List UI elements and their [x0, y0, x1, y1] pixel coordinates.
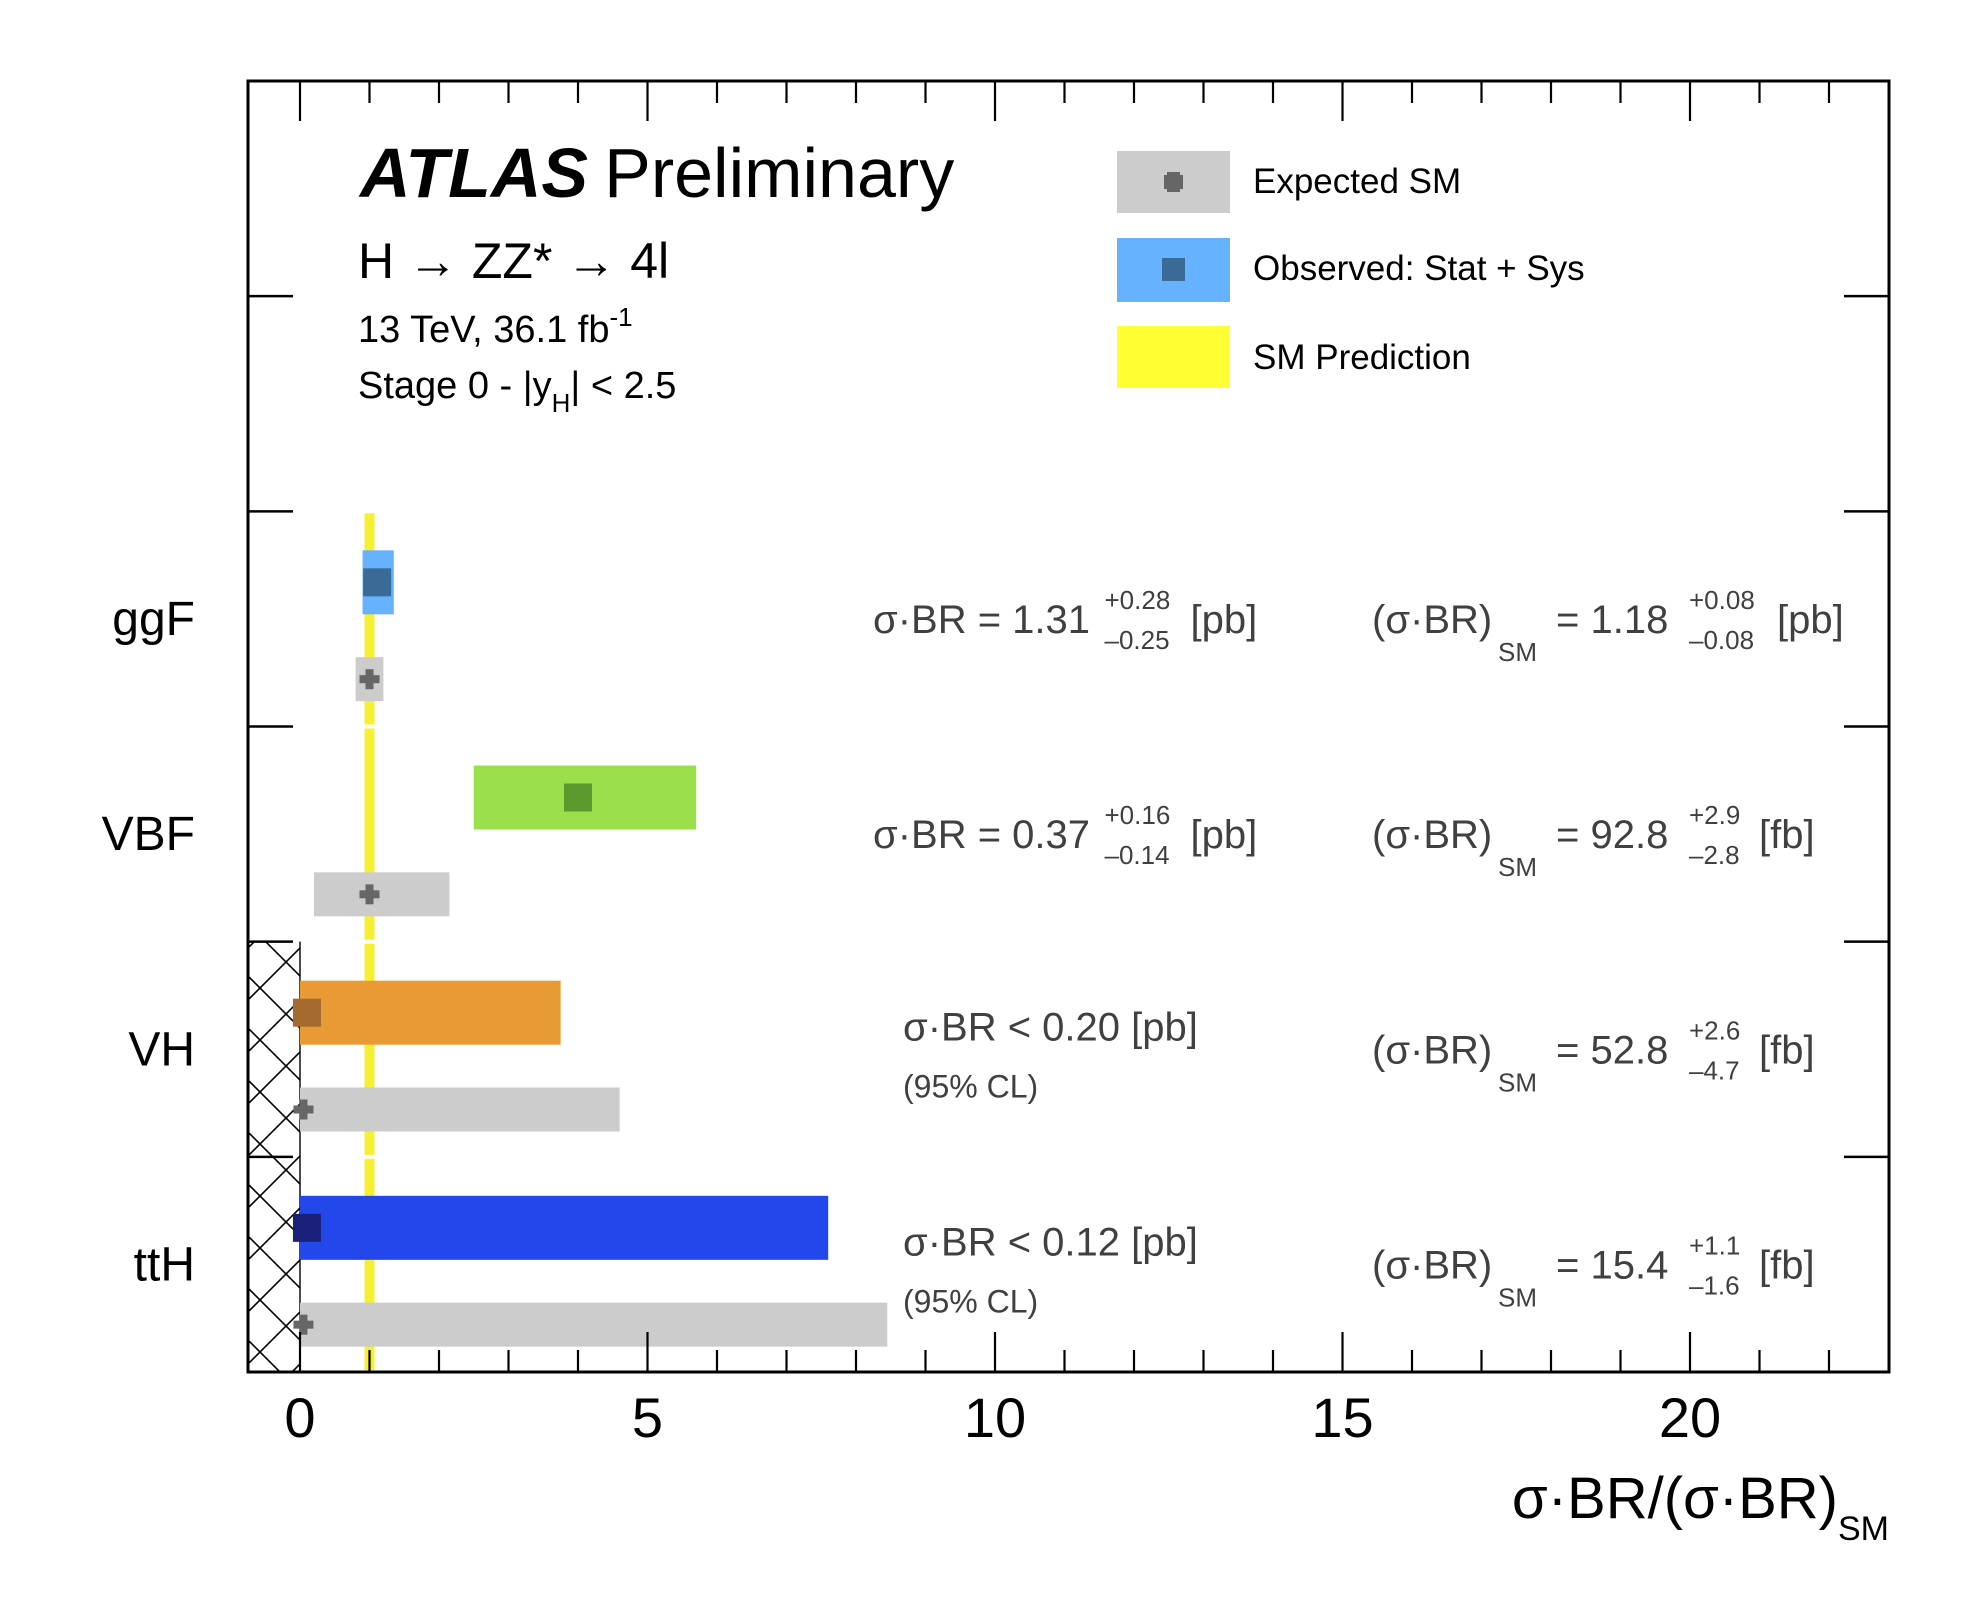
- sm-prediction-line: [364, 943, 375, 1155]
- legend-entry-sm: SM Prediction: [1117, 326, 1471, 388]
- observed-marker-ttH: [292, 1213, 321, 1242]
- legend: Expected SM Observed: Stat + Sys SM Pred…: [1117, 151, 1585, 388]
- atlas-brand: ATLAS: [358, 134, 588, 212]
- sm-up-VBF: +2.9: [1689, 800, 1740, 830]
- category-label-ggF: ggF: [112, 593, 195, 646]
- legend-expected-marker-v: [1167, 172, 1180, 192]
- sm-down-VH: –4.7: [1689, 1055, 1740, 1085]
- plot-frame: [246, 79, 1891, 1374]
- sm-subscript-ttH: SM: [1498, 1282, 1537, 1312]
- sm-unit-VH: [fb]: [1759, 1028, 1815, 1072]
- energy-label: 13 TeV, 36.1 fb-1: [358, 302, 633, 351]
- sm-prediction-line: [364, 728, 375, 940]
- measured-unit-VBF: [pb]: [1191, 813, 1258, 857]
- sm-number-VH: = 52.8: [1556, 1028, 1668, 1072]
- observed-bar-ttH: [300, 1195, 829, 1260]
- expected-bar-VH: [300, 1087, 620, 1132]
- measured-up-VBF: +0.16: [1105, 800, 1171, 830]
- sm-number-ttH: = 15.4: [1556, 1243, 1668, 1287]
- legend-observed-label: Observed: Stat + Sys: [1253, 249, 1585, 288]
- measured-down-VBF: –0.14: [1105, 840, 1170, 870]
- stage-tail: | < 2.5: [570, 365, 676, 407]
- category-label-VH: VH: [128, 1023, 195, 1076]
- sm-value-VBF: (σ·BR): [1372, 813, 1492, 857]
- observed-marker-ggF: [363, 568, 392, 597]
- measured-value-VBF: σ·BR = 0.37: [873, 813, 1090, 857]
- expected-bar-ttH: [300, 1302, 888, 1347]
- sm-value-ggF: (σ·BR): [1372, 598, 1492, 642]
- observed-bar-VH: [300, 980, 561, 1045]
- expected-marker-v-ggF: [365, 669, 374, 690]
- sm-number-VBF: = 92.8: [1556, 813, 1668, 857]
- expected-bar-VBF: [313, 872, 450, 917]
- sm-number-ggF: = 1.18: [1556, 598, 1668, 642]
- stage-label: Stage 0 - |yH| < 2.5: [358, 365, 676, 418]
- sm-subscript-VBF: SM: [1498, 852, 1537, 882]
- sm-up-ttH: +1.1: [1689, 1230, 1740, 1260]
- expected-marker-v-VBF: [365, 884, 374, 905]
- category-label-VBF: VBF: [102, 808, 195, 861]
- sm-prediction-line: [364, 513, 375, 725]
- sm-down-ggF: –0.08: [1689, 625, 1754, 655]
- legend-entry-expected: Expected SM: [1117, 151, 1461, 213]
- sm-value-ttH: (σ·BR): [1372, 1243, 1492, 1287]
- measured-unit-ggF: [pb]: [1191, 598, 1258, 642]
- x-axis-title: σ·BR/(σ·BR)SM: [1512, 1466, 1889, 1548]
- sm-up-ggF: +0.08: [1689, 585, 1755, 615]
- x-tick-label: 10: [964, 1386, 1026, 1449]
- x-axis-title-subscript: SM: [1838, 1510, 1889, 1548]
- legend-sm-swatch: [1117, 326, 1230, 388]
- sm-value-VH: (σ·BR): [1372, 1028, 1492, 1072]
- header-title: ATLAS Preliminary: [358, 134, 954, 212]
- stage-subscript: H: [552, 388, 571, 418]
- measured-up-ggF: +0.28: [1105, 585, 1171, 615]
- sm-subscript-ggF: SM: [1498, 637, 1537, 667]
- x-tick-label: 0: [284, 1386, 315, 1449]
- energy-superscript: -1: [609, 302, 632, 332]
- process-label: H → ZZ* → 4l: [358, 233, 669, 289]
- energy-text: 13 TeV, 36.1 fb: [358, 309, 609, 351]
- header-block: ATLAS Preliminary H → ZZ* → 4l 13 TeV, 36…: [358, 134, 954, 418]
- observed-marker-VH: [292, 998, 321, 1027]
- sm-down-ttH: –1.6: [1689, 1270, 1740, 1300]
- observed-marker-VBF: [564, 783, 592, 812]
- sm-unit-VBF: [fb]: [1759, 813, 1815, 857]
- x-tick-label: 20: [1659, 1386, 1721, 1449]
- sm-up-VH: +2.6: [1689, 1015, 1740, 1045]
- sm-unit-ggF: [pb]: [1777, 598, 1844, 642]
- legend-entry-observed: Observed: Stat + Sys: [1117, 238, 1585, 302]
- sm-down-VBF: –2.8: [1689, 840, 1740, 870]
- limit-cl-VH: (95% CL): [903, 1068, 1038, 1104]
- legend-observed-marker: [1162, 258, 1185, 281]
- legend-expected-label: Expected SM: [1253, 162, 1461, 201]
- measured-value-ggF: σ·BR = 1.31: [873, 598, 1090, 642]
- sm-subscript-VH: SM: [1498, 1067, 1537, 1097]
- limit-cl-ttH: (95% CL): [903, 1283, 1038, 1319]
- expected-marker-v-ttH: [299, 1314, 308, 1335]
- sm-prediction-line: [364, 1158, 375, 1370]
- measured-down-ggF: –0.25: [1105, 625, 1170, 655]
- plot-area: ggF σ·BR = 1.31 +0.28–0.25 [pb] (σ·BR)SM= 1.…: [102, 79, 1891, 1449]
- expected-marker-v-VH: [299, 1099, 308, 1120]
- x-tick-label: 5: [632, 1386, 663, 1449]
- x-axis-title-main: σ·BR/(σ·BR): [1512, 1466, 1838, 1531]
- legend-sm-label: SM Prediction: [1253, 338, 1471, 377]
- limit-value-ttH: σ·BR < 0.12 [pb]: [903, 1220, 1198, 1264]
- category-label-ttH: ttH: [134, 1238, 195, 1291]
- preliminary-label: Preliminary: [604, 134, 954, 212]
- sm-unit-ttH: [fb]: [1759, 1243, 1815, 1287]
- stage-text: Stage 0 - |y: [358, 365, 552, 407]
- limit-value-VH: σ·BR < 0.20 [pb]: [903, 1005, 1198, 1049]
- x-tick-label: 15: [1311, 1386, 1373, 1449]
